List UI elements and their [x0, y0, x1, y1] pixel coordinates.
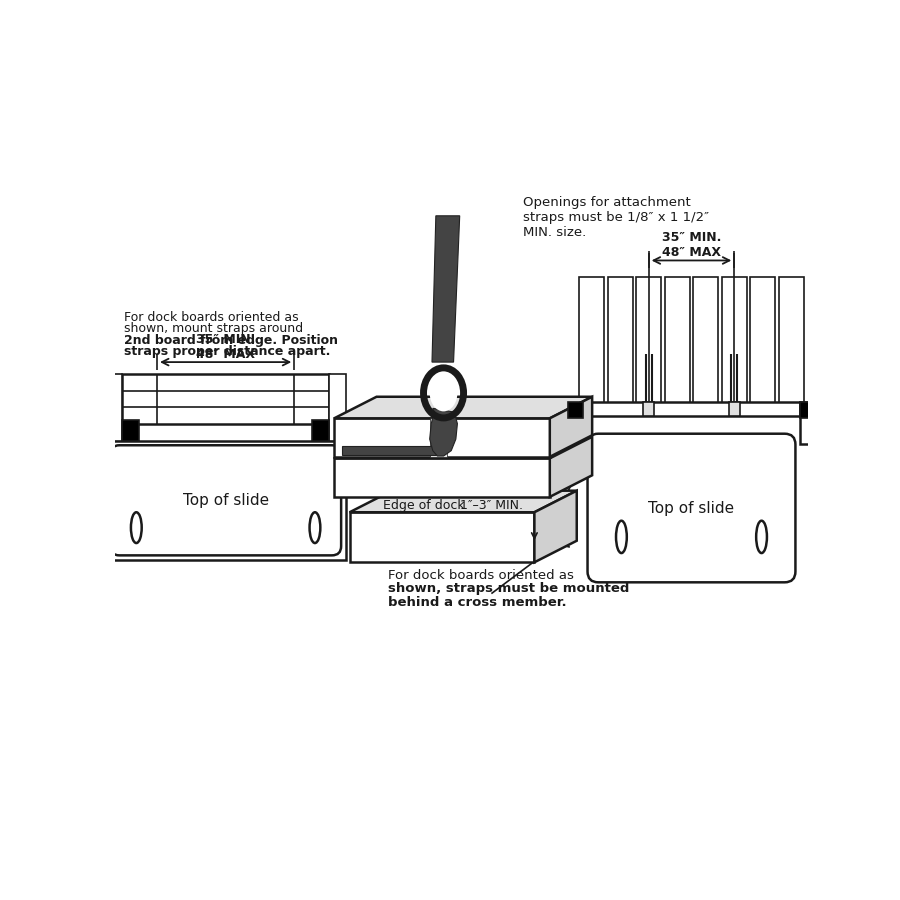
Bar	[729, 402, 740, 416]
Text: straps proper distance apart.: straps proper distance apart.	[124, 346, 330, 358]
Bar	[105, 374, 122, 441]
Bar	[800, 402, 815, 418]
Bar	[778, 277, 804, 416]
Text: Top of slide: Top of slide	[648, 500, 734, 516]
Ellipse shape	[310, 512, 320, 543]
Bar	[583, 402, 800, 416]
Bar	[429, 418, 446, 457]
Polygon shape	[429, 409, 457, 456]
Bar	[800, 402, 815, 445]
Text: 2nd board from edge. Position: 2nd board from edge. Position	[124, 334, 338, 346]
Bar	[122, 419, 140, 441]
FancyBboxPatch shape	[588, 434, 796, 582]
Bar	[349, 512, 535, 562]
Bar	[568, 402, 583, 445]
Bar	[751, 277, 775, 416]
Bar	[722, 277, 746, 416]
Text: Top of slide: Top of slide	[183, 493, 269, 508]
FancyBboxPatch shape	[110, 446, 341, 555]
Bar	[105, 441, 346, 560]
Ellipse shape	[616, 521, 626, 553]
Polygon shape	[550, 397, 592, 457]
Bar	[568, 402, 583, 418]
Polygon shape	[334, 436, 592, 458]
Ellipse shape	[756, 521, 767, 553]
Bar	[608, 277, 633, 416]
Bar	[334, 418, 550, 457]
Polygon shape	[334, 397, 592, 418]
Bar	[580, 277, 604, 416]
Bar	[815, 402, 824, 411]
Bar	[122, 374, 328, 424]
Bar	[693, 277, 718, 416]
Text: For dock boards oriented as: For dock boards oriented as	[124, 310, 299, 324]
Bar	[328, 374, 346, 441]
Text: shown, straps must be mounted: shown, straps must be mounted	[388, 582, 629, 596]
Polygon shape	[342, 446, 436, 455]
Bar	[665, 277, 689, 416]
Polygon shape	[432, 216, 460, 362]
Bar	[644, 402, 654, 416]
Ellipse shape	[429, 374, 457, 411]
Text: 35″ MIN.
48″ MAX: 35″ MIN. 48″ MAX	[662, 231, 721, 259]
Polygon shape	[535, 491, 577, 562]
Bar	[312, 419, 328, 441]
Bar	[334, 458, 550, 497]
Text: behind a cross member.: behind a cross member.	[388, 597, 567, 609]
Bar	[636, 277, 662, 416]
Text: 35″ MIN.
48″ MAX: 35″ MIN. 48″ MAX	[196, 333, 256, 361]
Text: For dock boards oriented as: For dock boards oriented as	[388, 569, 574, 581]
Text: Openings for attachment
straps must be 1/8″ x 1 1/2″
MIN. size.: Openings for attachment straps must be 1…	[523, 196, 709, 238]
Text: Edge of dock: Edge of dock	[382, 500, 464, 512]
Polygon shape	[550, 436, 592, 497]
Text: 1″–3″ MIN.: 1″–3″ MIN.	[460, 500, 523, 512]
Ellipse shape	[130, 512, 141, 543]
Text: shown, mount straps around: shown, mount straps around	[124, 322, 303, 335]
Polygon shape	[349, 491, 577, 512]
